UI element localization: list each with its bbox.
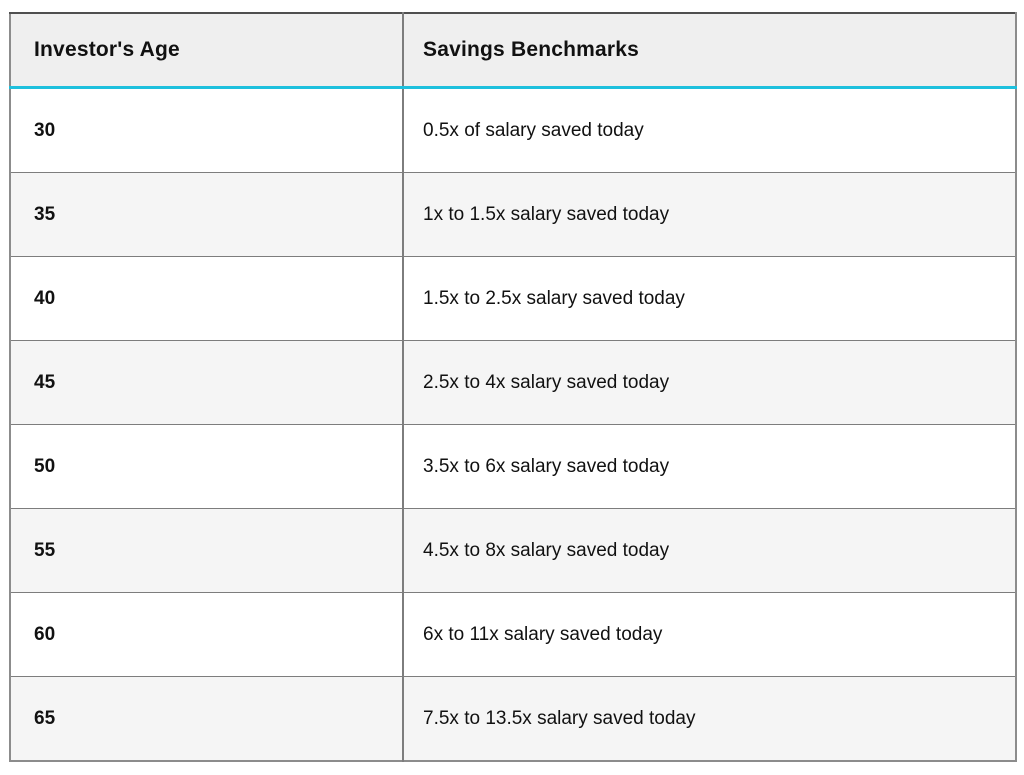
table-row: 55 4.5x to 8x salary saved today (10, 508, 1016, 593)
benchmark-cell: 0.5x of salary saved today (423, 119, 644, 141)
table-row: 45 2.5x to 4x salary saved today (10, 340, 1016, 425)
table-row: 30 0.5x of salary saved today (10, 87, 1016, 173)
age-cell: 50 (10, 424, 404, 509)
table-row: 50 3.5x to 6x salary saved today (10, 424, 1016, 509)
table-row: 60 6x to 11x salary saved today (10, 592, 1016, 677)
age-cell: 35 (10, 172, 404, 257)
age-cell: 30 (10, 87, 404, 173)
benchmark-cell: 1x to 1.5x salary saved today (403, 172, 1016, 257)
table-row: 35 1x to 1.5x salary saved today (10, 172, 1016, 257)
benchmark-cell: 1.5x to 2.5x salary saved today (403, 256, 1016, 341)
table-row: 40 1.5x to 2.5x salary saved today (10, 256, 1016, 341)
savings-benchmarks-table: Investor's Age Savings Benchmarks 30 0.5… (9, 12, 1017, 762)
column-header-savings-benchmarks: Savings Benchmarks (403, 13, 1016, 89)
age-cell: 65 (10, 676, 404, 761)
benchmark-cell: 6x to 11x salary saved today (403, 592, 1016, 677)
age-cell: 60 (10, 592, 404, 677)
benchmark-cell: 2.5x to 4x salary saved today (403, 340, 1016, 425)
age-cell: 55 (10, 508, 404, 593)
age-cell: 45 (10, 340, 404, 425)
table-header-row: Investor's Age Savings Benchmarks (10, 13, 1016, 89)
age-cell: 40 (10, 256, 404, 341)
column-header-investors-age: Investor's Age (10, 13, 404, 89)
benchmark-cell: 3.5x to 6x salary saved today (403, 424, 1016, 509)
benchmark-cell: 4.5x to 8x salary saved today (403, 508, 1016, 593)
benchmark-cell: 7.5x to 13.5x salary saved today (403, 676, 1016, 761)
table-row: 65 7.5x to 13.5x salary saved today (10, 676, 1016, 761)
